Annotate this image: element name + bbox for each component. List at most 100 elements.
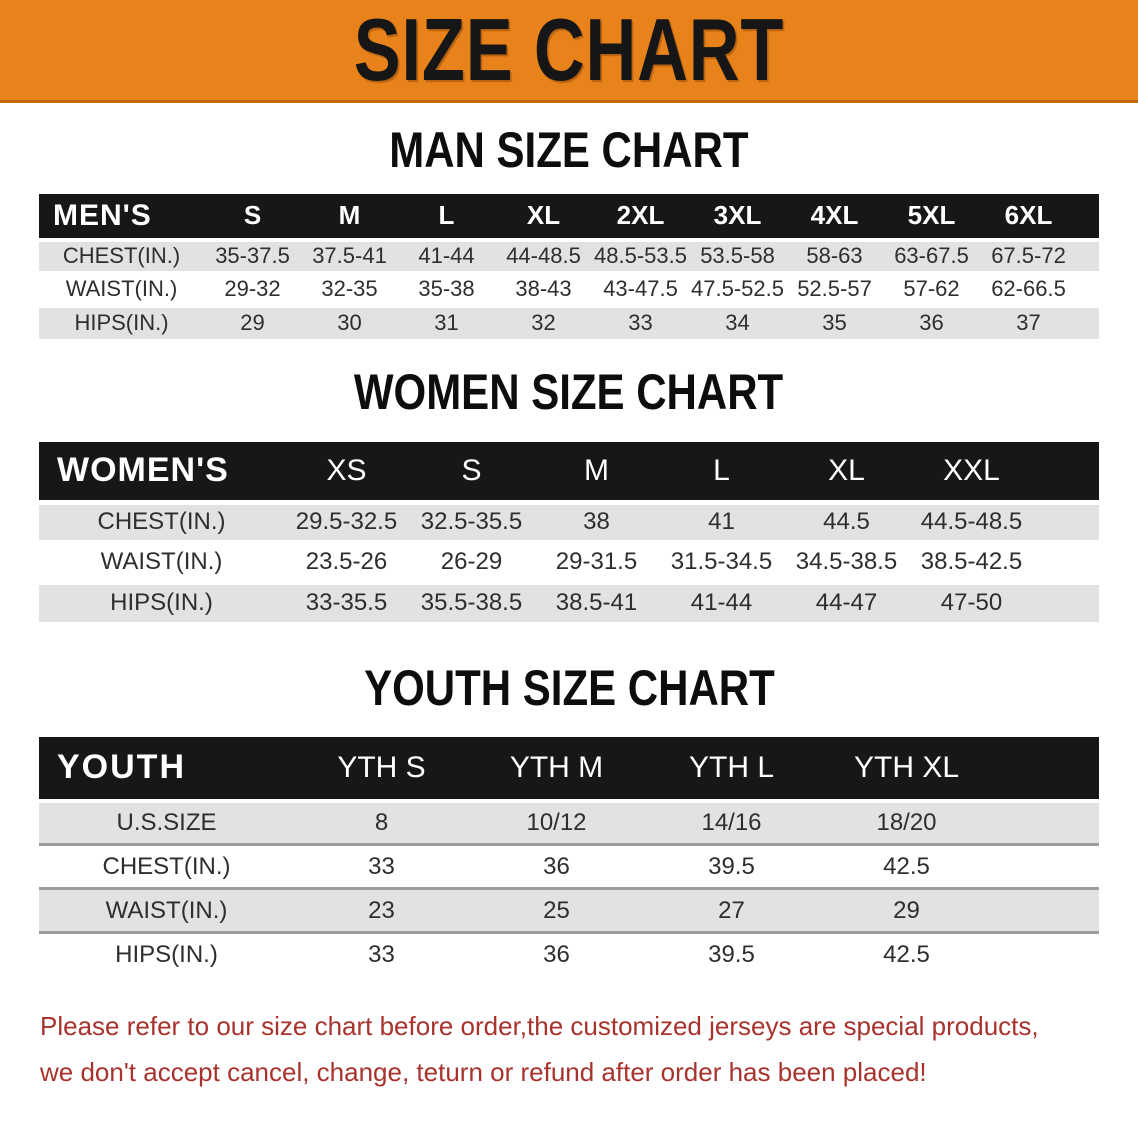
measurement-value: 41-44 bbox=[690, 589, 753, 617]
measurement-value: 53.5-58 bbox=[700, 243, 775, 268]
measurement-value: 8 bbox=[374, 808, 389, 836]
measurement-value: 31 bbox=[434, 310, 459, 335]
measurement-row: CHEST(IN.) 29.5-32.5 32.5-35.5 38 41 44.5 44.5… bbox=[39, 502, 1099, 542]
row-spacer-cell bbox=[994, 801, 1099, 845]
measurement-row: WAIST(IN.) 23 25 27 29 bbox=[39, 888, 1099, 933]
table-header-row: WOMEN'S XS S M L XL XXL bbox=[39, 442, 1099, 502]
measurement-value: 29 bbox=[893, 896, 920, 924]
row-spacer-cell bbox=[994, 889, 1099, 933]
measurement-label: HIPS(IN.) bbox=[74, 310, 169, 335]
measurement-label: CHEST(IN.) bbox=[102, 852, 231, 880]
measurement-value: 23 bbox=[368, 896, 395, 924]
measurement-value: 37 bbox=[1016, 310, 1041, 335]
measurement-value: 39.5 bbox=[708, 941, 755, 969]
measurement-value: 38.5-42.5 bbox=[920, 548, 1023, 575]
banner-title: SIZE CHART bbox=[353, 0, 785, 99]
size-column-header: XL bbox=[495, 193, 592, 240]
measurement-label: HIPS(IN.) bbox=[110, 589, 213, 617]
measurement-label: WAIST(IN.) bbox=[65, 276, 178, 301]
measurement-value: 29.5-32.5 bbox=[295, 508, 398, 535]
man-size-section: MAN SIZE CHART MEN'S S M L XL 2XL 3XL 4XL 5XL 6XL… bbox=[0, 124, 1138, 339]
measurement-row: HIPS(IN.) 33-35.5 35.5-38.5 38.5-41 41-44 44-… bbox=[39, 582, 1099, 622]
measurement-value: 32 bbox=[531, 310, 556, 335]
disclaimer-line-1: Please refer to our size chart before or… bbox=[40, 1010, 1039, 1041]
measurement-label: U.S.SIZE bbox=[116, 808, 217, 836]
measurement-value: 37.5-41 bbox=[312, 243, 387, 268]
measurement-value: 41 bbox=[708, 508, 735, 535]
measurement-value: 33-35.5 bbox=[305, 589, 388, 617]
measurement-value: 32.5-35.5 bbox=[420, 508, 523, 535]
measurement-value: 33 bbox=[368, 941, 395, 969]
table-title: YOUTH bbox=[39, 736, 294, 801]
measurement-value: 14/16 bbox=[701, 808, 762, 836]
measurement-value: 35-38 bbox=[418, 276, 475, 301]
measurement-value: 36 bbox=[919, 310, 944, 335]
man-section-heading: MAN SIZE CHART bbox=[0, 124, 1138, 177]
row-spacer-cell bbox=[1077, 240, 1099, 273]
size-column-header: XXL bbox=[909, 442, 1034, 502]
measurement-value: 29 bbox=[240, 310, 265, 335]
size-column-header: XS bbox=[284, 442, 409, 502]
row-spacer-cell bbox=[994, 845, 1099, 889]
measurement-value: 27 bbox=[718, 896, 745, 924]
disclaimer-note: Please refer to our size chart before or… bbox=[40, 1003, 1138, 1095]
measurement-value: 38 bbox=[583, 508, 610, 535]
measurement-value: 34.5-38.5 bbox=[795, 548, 898, 575]
measurement-value: 67.5-72 bbox=[991, 243, 1066, 268]
measurement-value: 47-50 bbox=[940, 589, 1003, 617]
measurement-value: 29-32 bbox=[224, 276, 281, 301]
header-spacer-cell bbox=[1034, 442, 1099, 502]
mens-size-table: MEN'S S M L XL 2XL 3XL 4XL 5XL 6XL CHEST(IN.) 35-37… bbox=[39, 193, 1099, 339]
measurement-value: 47.5-52.5 bbox=[691, 276, 784, 301]
measurement-value: 10/12 bbox=[526, 808, 587, 836]
row-spacer-cell bbox=[1077, 273, 1099, 306]
man-section-heading-text: MAN SIZE CHART bbox=[389, 122, 749, 178]
measurement-row: HIPS(IN.) 29 30 31 32 33 34 35 36 37 bbox=[39, 305, 1099, 339]
size-column-header: M bbox=[301, 193, 398, 240]
measurement-row: CHEST(IN.) 33 36 39.5 42.5 bbox=[39, 844, 1099, 889]
size-column-header: L bbox=[398, 193, 495, 240]
measurement-value: 42.5 bbox=[883, 852, 930, 880]
measurement-value: 58-63 bbox=[806, 243, 863, 268]
size-column-header: YTH M bbox=[469, 736, 644, 801]
size-column-header: 4XL bbox=[786, 193, 883, 240]
header-spacer-cell bbox=[1077, 193, 1099, 240]
measurement-label: WAIST(IN.) bbox=[100, 548, 223, 575]
table-title: WOMEN'S bbox=[39, 442, 284, 502]
measurement-value: 43-47.5 bbox=[603, 276, 678, 301]
table-header-row: MEN'S S M L XL 2XL 3XL 4XL 5XL 6XL bbox=[39, 193, 1099, 240]
size-column-header: S bbox=[409, 442, 534, 502]
women-section-heading: WOMEN SIZE CHART bbox=[0, 363, 1138, 420]
size-column-header: YTH S bbox=[294, 736, 469, 801]
youth-section-heading: YOUTH SIZE CHART bbox=[0, 662, 1138, 715]
measurement-value: 31.5-34.5 bbox=[670, 548, 773, 575]
measurement-label: CHEST(IN.) bbox=[97, 508, 226, 535]
measurement-value: 44.5-48.5 bbox=[920, 508, 1023, 535]
measurement-value: 57-62 bbox=[903, 276, 960, 301]
measurement-value: 62-66.5 bbox=[991, 276, 1066, 301]
size-column-header: YTH L bbox=[644, 736, 819, 801]
size-column-header: 5XL bbox=[883, 193, 980, 240]
youth-size-table: YOUTH YTH S YTH M YTH L YTH XL U.S.SIZE 8 10/12… bbox=[39, 736, 1099, 977]
measurement-label: CHEST(IN.) bbox=[62, 243, 181, 268]
measurement-value: 18/20 bbox=[876, 808, 937, 836]
women-section-heading-text: WOMEN SIZE CHART bbox=[354, 363, 784, 420]
size-column-header: M bbox=[534, 442, 659, 502]
measurement-row: U.S.SIZE 8 10/12 14/16 18/20 bbox=[39, 800, 1099, 845]
size-column-header: L bbox=[659, 442, 784, 502]
table-header-row: YOUTH YTH S YTH M YTH L YTH XL bbox=[39, 736, 1099, 801]
size-column-header: 2XL bbox=[592, 193, 689, 240]
size-chart-banner: SIZE CHART bbox=[0, 0, 1138, 103]
measurement-value: 44-48.5 bbox=[506, 243, 581, 268]
size-column-header: 6XL bbox=[980, 193, 1077, 240]
measurement-row: HIPS(IN.) 33 36 39.5 42.5 bbox=[39, 932, 1099, 977]
measurement-value: 32-35 bbox=[321, 276, 378, 301]
size-column-header: S bbox=[204, 193, 301, 240]
disclaimer-line-2: we don't accept cancel, change, teturn o… bbox=[40, 1056, 927, 1087]
measurement-value: 44-47 bbox=[815, 589, 878, 617]
youth-size-section: YOUTH SIZE CHART YOUTH YTH S YTH M YTH L YTH… bbox=[0, 662, 1138, 977]
measurement-value: 30 bbox=[337, 310, 362, 335]
measurement-value: 39.5 bbox=[708, 852, 755, 880]
measurement-value: 41-44 bbox=[418, 243, 475, 268]
table-title: MEN'S bbox=[39, 193, 204, 240]
